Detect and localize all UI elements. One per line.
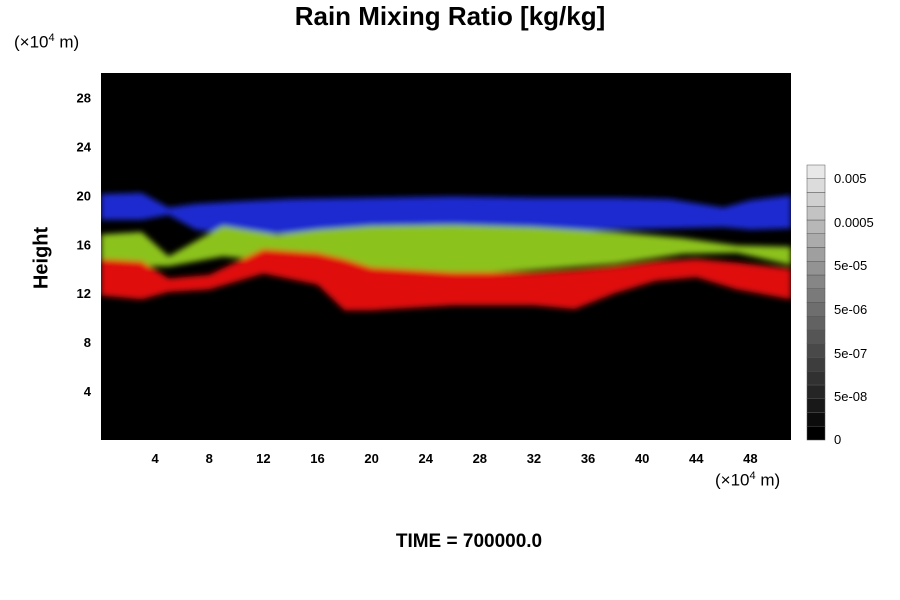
y-axis-unit: (×104 m) (14, 32, 80, 52)
colorbar-swatch (806, 412, 826, 427)
chart-title: Rain Mixing Ratio [kg/kg] (294, 1, 606, 31)
colorbar-swatch (806, 219, 826, 234)
colorbar-swatch (806, 261, 826, 276)
x-tick-label: 48 (743, 451, 757, 466)
y-tick-label: 4 (84, 384, 92, 399)
y-tick-label: 12 (77, 286, 91, 301)
band-bottom (101, 249, 791, 311)
colorbar-swatch (806, 302, 826, 317)
y-tick-label: 24 (77, 139, 92, 154)
colorbar-tick-label: 0 (834, 432, 841, 447)
colorbar-swatch (806, 192, 826, 207)
colorbar-swatch (806, 398, 826, 413)
x-tick-label: 28 (473, 451, 487, 466)
colorbar-swatch (806, 274, 826, 289)
x-tick-label: 32 (527, 451, 541, 466)
colorbar-swatch (806, 164, 826, 179)
colorbar-swatch (806, 247, 826, 262)
colorbar-tick-label: 0.0005 (834, 215, 874, 230)
x-axis-unit: (×104 m) (715, 470, 781, 490)
colorbar-swatch (806, 384, 826, 399)
colorbar-tick-label: 5e-06 (834, 302, 867, 317)
colorbar-swatch (806, 206, 826, 221)
colorbar-tick-label: 0.005 (834, 171, 867, 186)
x-tick-label: 44 (689, 451, 704, 466)
x-tick-label: 36 (581, 451, 595, 466)
colorbar-tick-label: 5e-07 (834, 346, 867, 361)
x-tick-label: 24 (418, 451, 433, 466)
colorbar-tick-label: 5e-08 (834, 389, 867, 404)
colorbar-swatch (806, 426, 826, 441)
colorbar-swatch (806, 233, 826, 248)
colorbar-swatch (806, 316, 826, 331)
x-tick-label: 20 (364, 451, 378, 466)
colorbar-swatch (806, 371, 826, 386)
colorbar-swatch (806, 329, 826, 344)
colorbar-swatch (806, 288, 826, 303)
band-top (101, 192, 791, 235)
y-tick-label: 20 (77, 188, 91, 203)
y-tick-label: 16 (77, 237, 91, 252)
x-tick-label: 8 (206, 451, 213, 466)
band-middle (101, 224, 791, 275)
y-tick-label: 28 (77, 90, 91, 105)
colorbar-tick-label: 5e-05 (834, 258, 867, 273)
y-tick-label: 8 (84, 335, 91, 350)
x-tick-label: 40 (635, 451, 649, 466)
time-label: TIME = 700000.0 (395, 531, 543, 552)
x-tick-label: 12 (256, 451, 270, 466)
colorbar-swatch (806, 357, 826, 372)
colorbar-swatch (806, 343, 826, 358)
colorbar-swatch (806, 178, 826, 193)
x-tick-label: 4 (152, 451, 160, 466)
x-tick-label: 16 (310, 451, 324, 466)
